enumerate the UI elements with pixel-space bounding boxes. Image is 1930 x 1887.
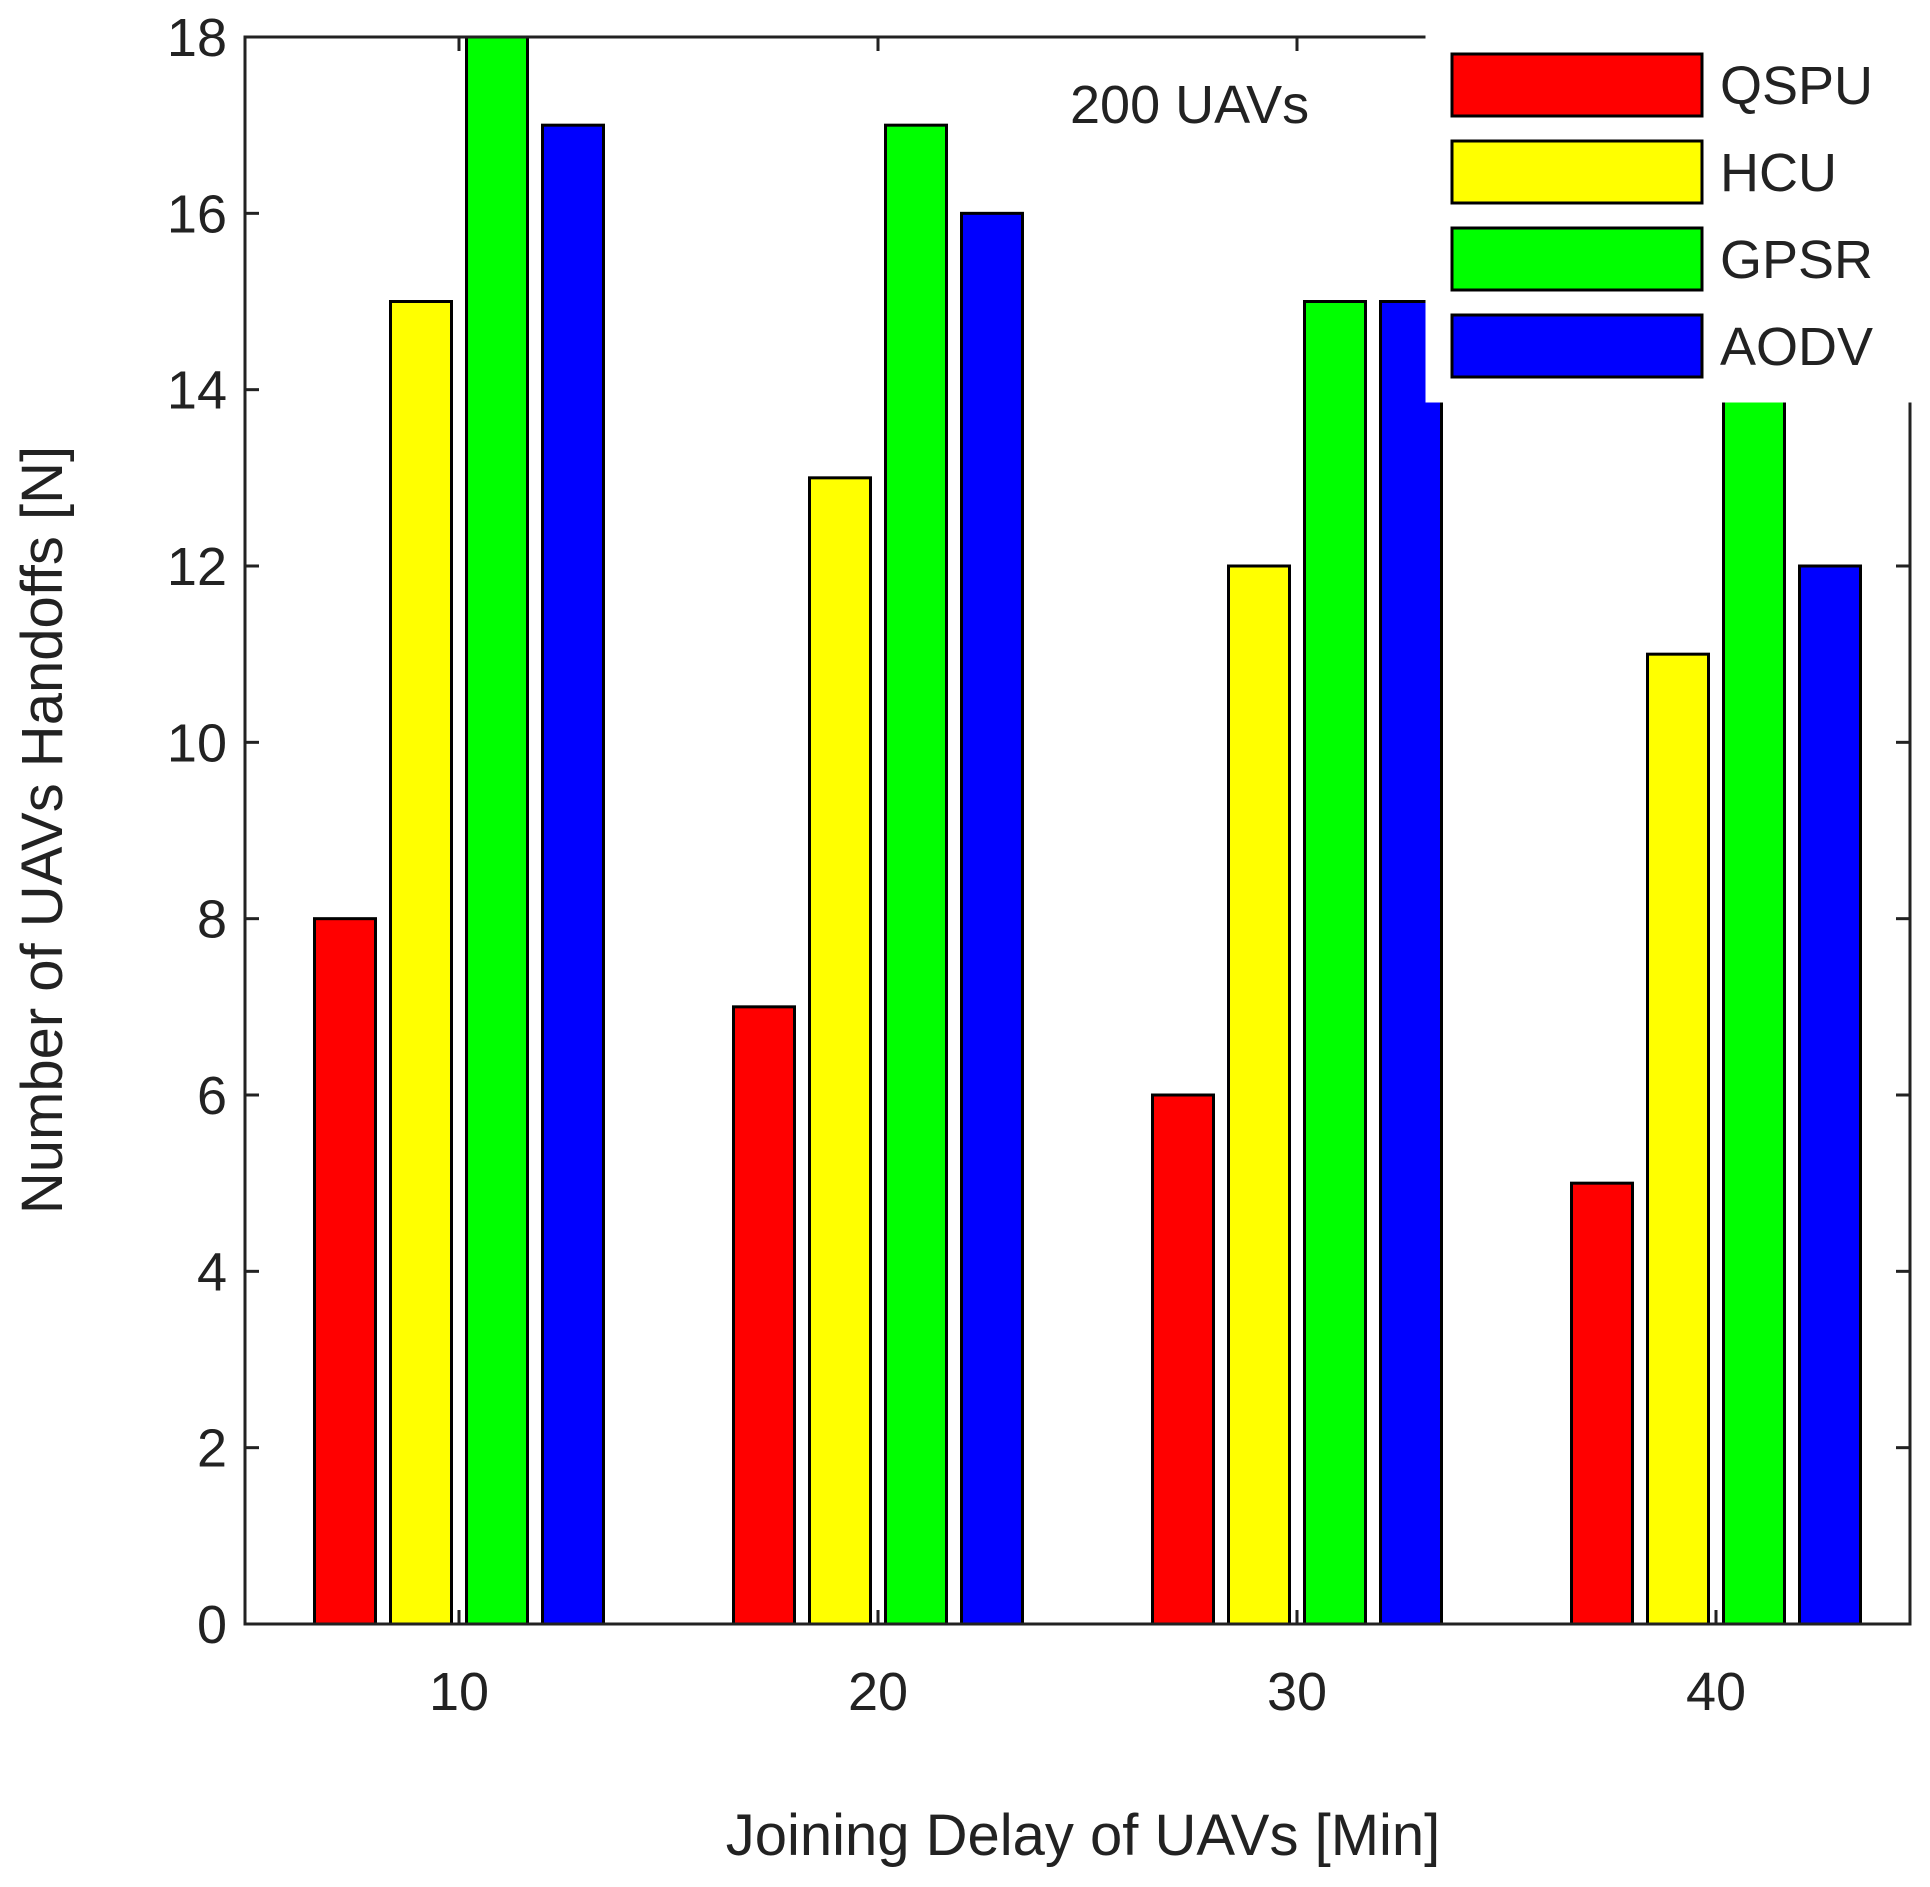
bar-qspu-30 (1153, 1095, 1214, 1624)
bar-gpsr-20 (886, 125, 947, 1624)
y-tick-label: 8 (197, 890, 227, 950)
y-tick-label: 6 (197, 1066, 227, 1126)
x-tick-label: 20 (848, 1662, 908, 1722)
bar-gpsr-40 (1724, 390, 1785, 1624)
y-tick-label: 4 (197, 1242, 227, 1302)
bar-hcu-30 (1229, 566, 1290, 1624)
x-tick-label: 30 (1267, 1662, 1327, 1722)
bar-aodv-30 (1381, 302, 1442, 1625)
legend-label-qspu: QSPU (1720, 56, 1873, 116)
bar-qspu-20 (734, 1007, 795, 1624)
y-tick-label: 10 (167, 713, 227, 773)
legend-swatch-qspu (1452, 54, 1702, 116)
chart-svg: 0 2 4 6 8 10 12 14 16 18 10 20 30 40 200 UAVs QSPU HC… (0, 0, 1930, 1882)
bar-qspu-40 (1572, 1183, 1633, 1624)
y-tick-label: 18 (167, 8, 227, 68)
y-tick-label: 14 (167, 361, 227, 421)
bar-hcu-40 (1648, 654, 1709, 1624)
legend-swatch-hcu (1452, 141, 1702, 203)
y-tick-label: 2 (197, 1419, 227, 1479)
legend: QSPU HCU GPSR AODV (1427, 28, 1910, 401)
bar-hcu-10 (391, 302, 452, 1625)
legend-label-gpsr: GPSR (1720, 230, 1873, 290)
bar-aodv-40 (1800, 566, 1861, 1624)
annotation-label: 200 UAVs (1070, 75, 1309, 135)
x-axis-label: Joining Delay of UAVs [Min] (726, 1803, 1441, 1868)
y-tick-label: 16 (167, 184, 227, 244)
bar-gpsr-10 (467, 37, 528, 1624)
bar-aodv-10 (543, 125, 604, 1624)
legend-label-aodv: AODV (1720, 317, 1873, 377)
bar-aodv-20 (962, 213, 1023, 1624)
y-tick-label: 0 (197, 1595, 227, 1655)
y-axis-label: Number of UAVs Handoffs [N] (10, 446, 75, 1214)
legend-swatch-aodv (1452, 315, 1702, 377)
y-tick-label: 12 (167, 537, 227, 597)
bar-gpsr-30 (1305, 302, 1366, 1625)
x-tick-label: 10 (429, 1662, 489, 1722)
x-tick-label: 40 (1686, 1662, 1746, 1722)
legend-label-hcu: HCU (1720, 143, 1837, 203)
bar-chart: 0 2 4 6 8 10 12 14 16 18 10 20 30 40 200 UAVs QSPU HC… (0, 0, 1930, 1882)
bar-hcu-20 (810, 478, 871, 1624)
legend-swatch-gpsr (1452, 228, 1702, 290)
bar-qspu-10 (315, 919, 376, 1624)
